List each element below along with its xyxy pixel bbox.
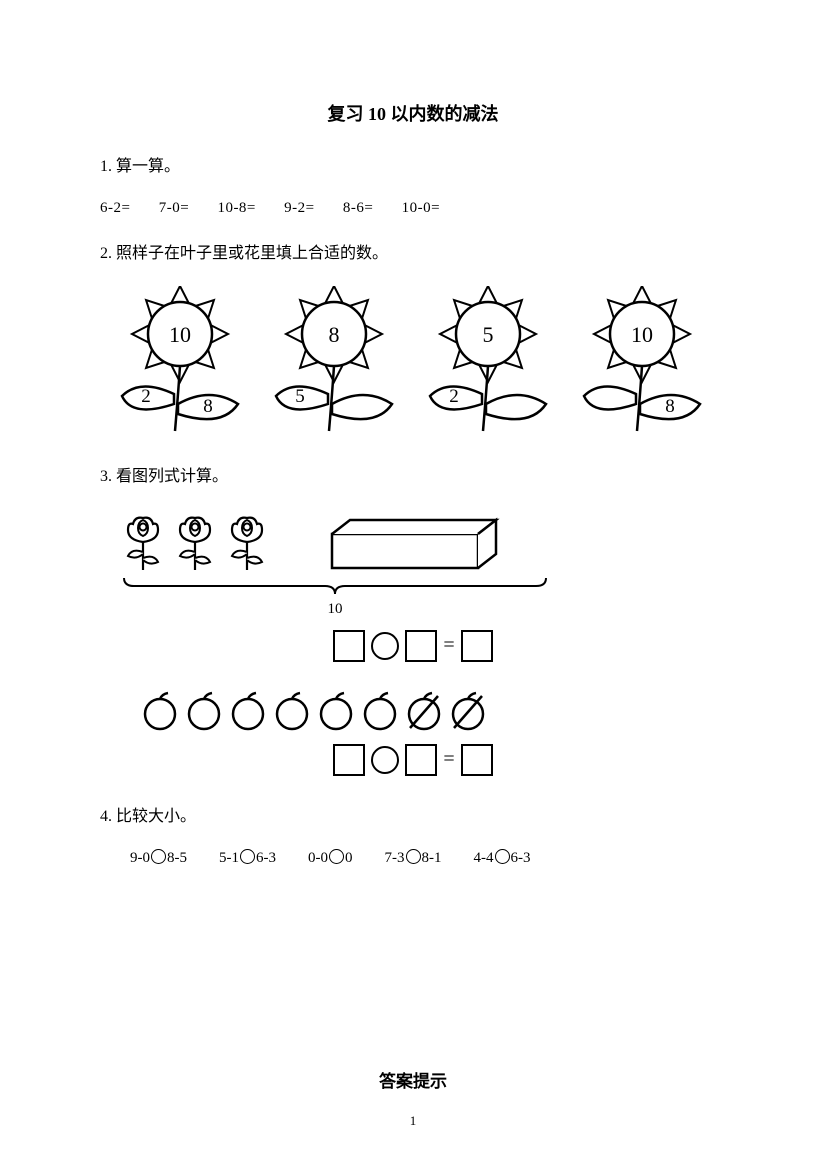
q3-figure-1: 10 = bbox=[100, 510, 726, 776]
equals-sign: = bbox=[443, 748, 454, 771]
q1-item: 9-2= bbox=[284, 200, 314, 216]
answer-hint: 答案提示 bbox=[100, 1067, 726, 1092]
q1-item: 7-0= bbox=[159, 200, 189, 216]
q1-equations: 6-2= 7-0= 10-8= 9-2= 8-6= 10-0= bbox=[100, 200, 726, 217]
answer-box[interactable] bbox=[333, 744, 365, 776]
apple-icon bbox=[140, 690, 180, 732]
compare-circle[interactable] bbox=[495, 849, 510, 864]
flower: 5 2 bbox=[418, 286, 558, 436]
apple-icon bbox=[316, 690, 356, 732]
flower: 10 8 bbox=[572, 286, 712, 436]
compare-item: 9-08-5 bbox=[130, 850, 187, 866]
operator-circle[interactable] bbox=[371, 746, 399, 774]
svg-text:2: 2 bbox=[141, 386, 151, 407]
page-title: 复习 10 以内数的减法 bbox=[100, 100, 726, 126]
answer-box[interactable] bbox=[405, 744, 437, 776]
q3-equation-2: = bbox=[100, 744, 726, 776]
answer-box[interactable] bbox=[405, 630, 437, 662]
q3-equation-1: = bbox=[100, 630, 726, 662]
svg-text:5: 5 bbox=[483, 322, 494, 347]
page-number: 1 bbox=[0, 1113, 826, 1129]
q4-items: 9-08-5 5-16-3 0-00 7-38-1 4-46-3 bbox=[130, 849, 726, 867]
compare-item: 7-38-1 bbox=[385, 850, 442, 866]
q1-prompt: 1. 算一算。 bbox=[100, 154, 726, 180]
apple-icon bbox=[448, 690, 488, 732]
apple-icon bbox=[404, 690, 444, 732]
compare-item: 4-46-3 bbox=[474, 850, 531, 866]
answer-box[interactable] bbox=[333, 630, 365, 662]
svg-text:8: 8 bbox=[203, 396, 213, 417]
q1-item: 8-6= bbox=[343, 200, 373, 216]
q1-item: 10-0= bbox=[402, 200, 440, 216]
apple-icon bbox=[184, 690, 224, 732]
compare-circle[interactable] bbox=[151, 849, 166, 864]
compare-circle[interactable] bbox=[329, 849, 344, 864]
flower: 10 2 8 bbox=[110, 286, 250, 436]
brace-total: 10 bbox=[120, 576, 550, 618]
compare-item: 5-16-3 bbox=[219, 850, 276, 866]
svg-text:10: 10 bbox=[631, 322, 653, 347]
compare-circle[interactable] bbox=[406, 849, 421, 864]
flower: 8 5 bbox=[264, 286, 404, 436]
answer-box[interactable] bbox=[461, 744, 493, 776]
svg-text:2: 2 bbox=[449, 386, 459, 407]
equals-sign: = bbox=[443, 634, 454, 657]
apples-row bbox=[140, 690, 726, 732]
rose-icon bbox=[172, 510, 218, 572]
apple-icon bbox=[360, 690, 400, 732]
operator-circle[interactable] bbox=[371, 632, 399, 660]
svg-text:10: 10 bbox=[169, 322, 191, 347]
svg-text:5: 5 bbox=[295, 386, 305, 407]
q1-item: 10-8= bbox=[217, 200, 255, 216]
brace-label: 10 bbox=[120, 601, 550, 618]
q4-prompt: 4. 比较大小。 bbox=[100, 804, 726, 830]
compare-circle[interactable] bbox=[240, 849, 255, 864]
answer-box[interactable] bbox=[461, 630, 493, 662]
rose-icon bbox=[224, 510, 270, 572]
eraser-box bbox=[330, 516, 500, 572]
compare-item: 0-00 bbox=[308, 850, 353, 866]
svg-text:8: 8 bbox=[665, 396, 675, 417]
apple-icon bbox=[228, 690, 268, 732]
q3-prompt: 3. 看图列式计算。 bbox=[100, 464, 726, 490]
apple-icon bbox=[272, 690, 312, 732]
rose-icon bbox=[120, 510, 166, 572]
svg-text:8: 8 bbox=[329, 322, 340, 347]
flowers-row: 10 2 8 8 5 5 2 10 8 bbox=[110, 286, 726, 436]
roses-group bbox=[120, 510, 270, 572]
q2-prompt: 2. 照样子在叶子里或花里填上合适的数。 bbox=[100, 241, 726, 267]
q1-item: 6-2= bbox=[100, 200, 130, 216]
